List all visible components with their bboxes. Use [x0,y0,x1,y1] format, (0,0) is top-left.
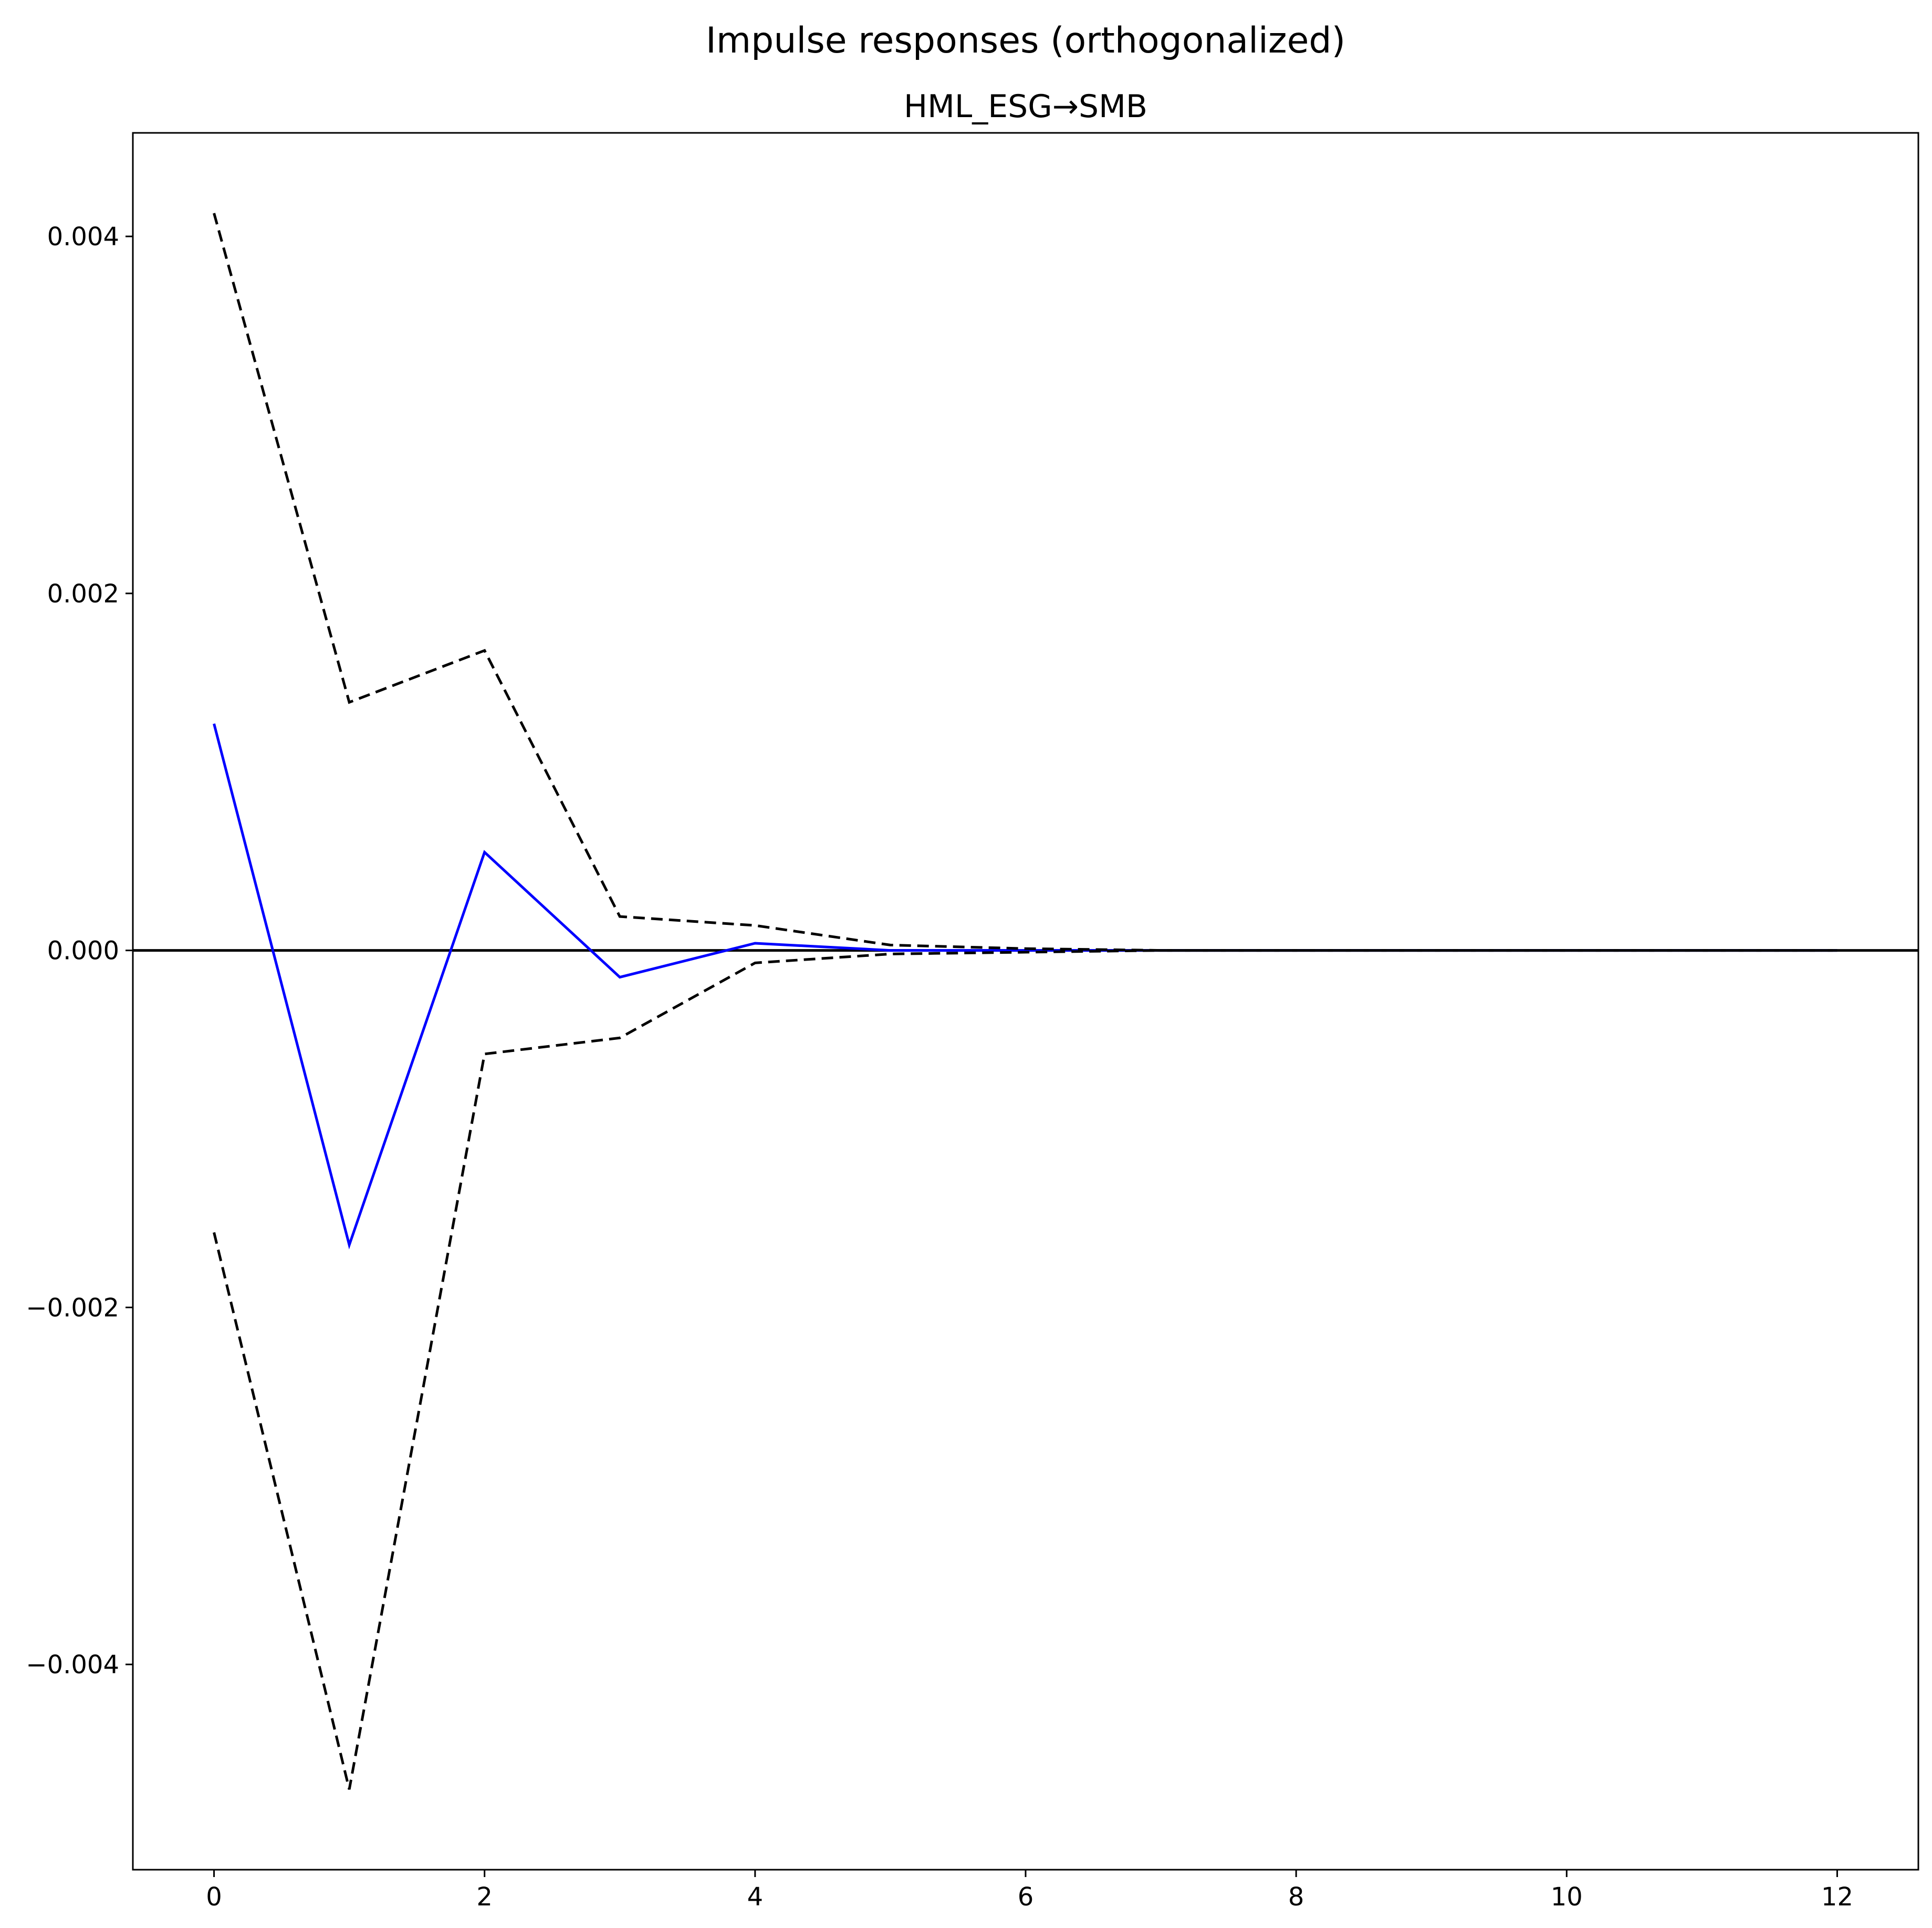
axes-frame [132,132,1919,1871]
chart-subtitle: HML_ESG→SMB [904,88,1147,125]
y-tick-label: −0.002 [26,1293,119,1322]
x-tick-label: 0 [206,1882,222,1912]
series-line-upper-band [213,213,1837,952]
x-tick-label: 8 [1288,1882,1304,1912]
y-tick-label: 0.002 [47,579,119,609]
series-line-lower-band [213,949,1837,1790]
axis-ticks: 0 2 4 6 8 10 12 −0.004 −0.002 0.000 0.002 0.004 [26,222,1853,1912]
x-tick-label: 4 [747,1882,764,1912]
y-tick-label: 0.004 [47,222,119,252]
chart-title: Impulse responses (orthogonalized) [706,20,1345,61]
x-tick-label: 2 [476,1882,493,1912]
x-tick-label: 10 [1551,1882,1583,1912]
x-tick-label: 6 [1018,1882,1034,1912]
y-tick-label: 0.000 [47,936,119,966]
x-tick-label: 12 [1821,1882,1853,1912]
plot-area [133,213,1918,1790]
y-tick-label: −0.004 [26,1650,119,1680]
